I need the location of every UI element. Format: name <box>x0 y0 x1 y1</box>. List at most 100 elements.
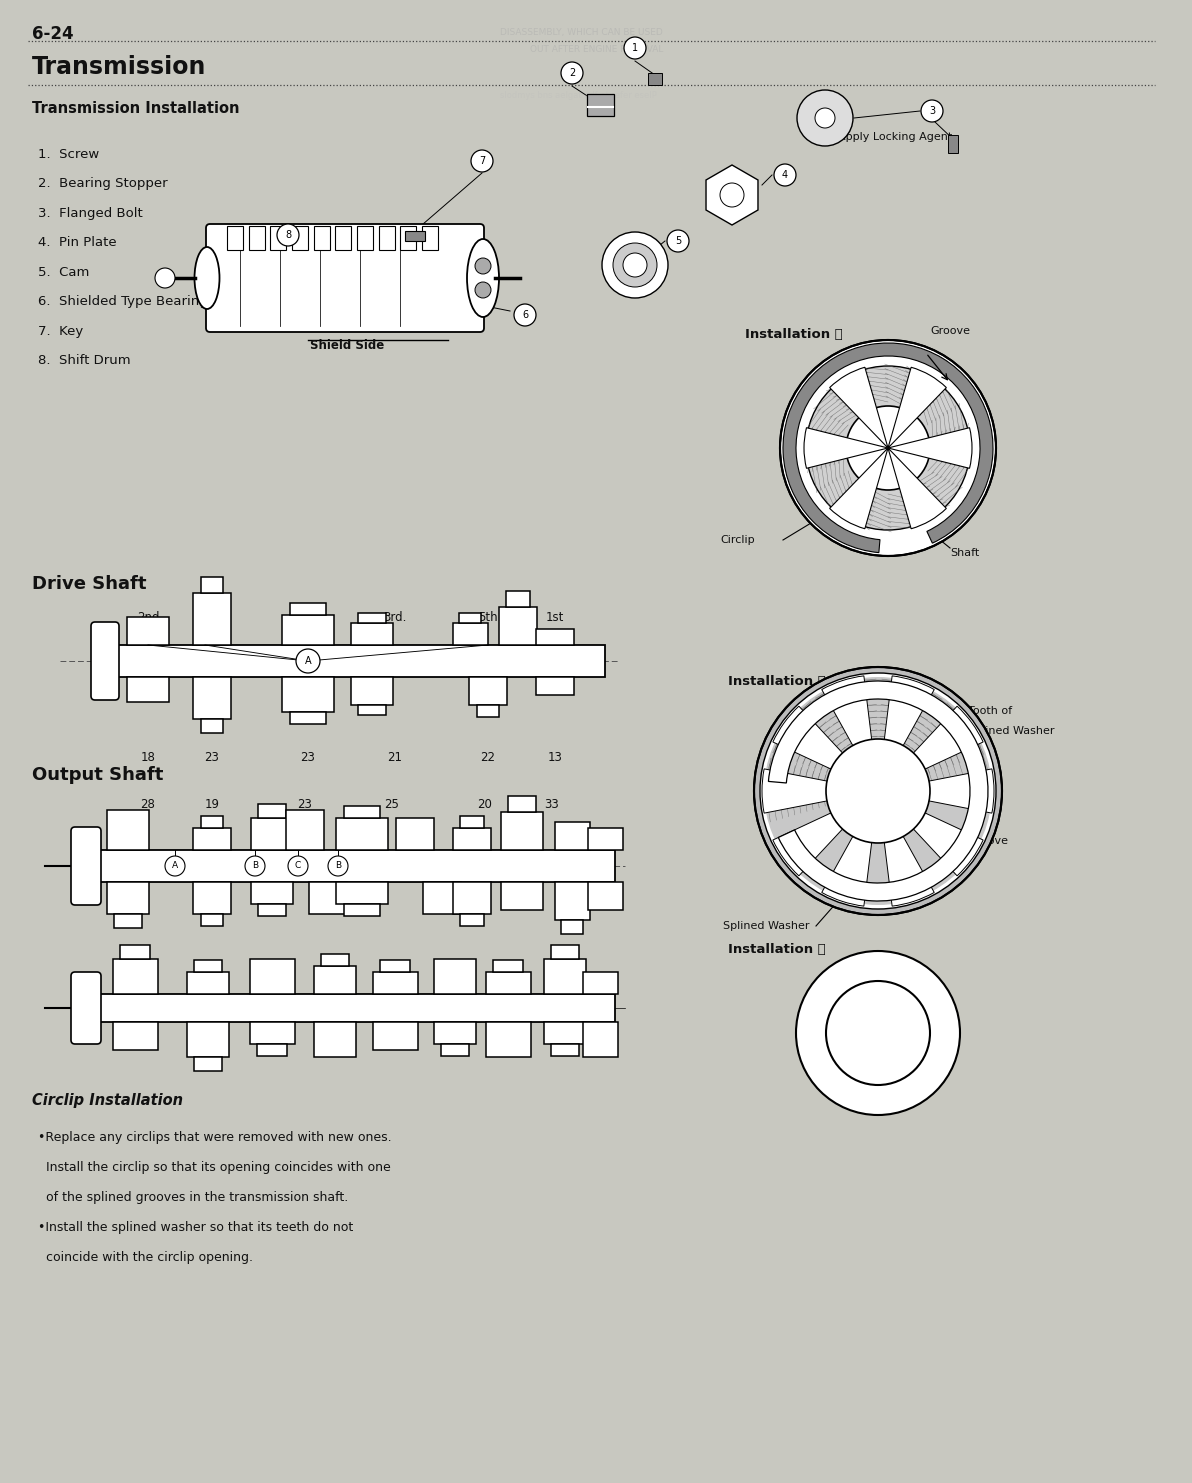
Circle shape <box>780 340 997 556</box>
Circle shape <box>474 258 491 274</box>
FancyBboxPatch shape <box>554 822 590 850</box>
FancyBboxPatch shape <box>586 93 614 116</box>
Text: 13: 13 <box>547 750 563 764</box>
Text: OUT AFTER ENGINE REMOVAL: OUT AFTER ENGINE REMOVAL <box>530 44 664 53</box>
FancyBboxPatch shape <box>434 1022 476 1044</box>
Text: B: B <box>252 862 257 871</box>
Text: 6.  Shielded Type Bearing: 6. Shielded Type Bearing <box>38 295 207 308</box>
Bar <box>80 850 615 882</box>
Text: of the splined grooves in the transmission shaft.: of the splined grooves in the transmissi… <box>38 1191 348 1204</box>
FancyBboxPatch shape <box>72 828 101 905</box>
Wedge shape <box>769 681 988 902</box>
Text: 2: 2 <box>569 68 575 79</box>
Text: 4th: 4th <box>298 611 318 624</box>
FancyBboxPatch shape <box>290 712 325 724</box>
FancyBboxPatch shape <box>290 604 325 615</box>
Text: C: C <box>294 862 302 871</box>
Text: Tooth of: Tooth of <box>968 706 1012 716</box>
FancyBboxPatch shape <box>286 810 324 850</box>
FancyBboxPatch shape <box>485 971 530 994</box>
FancyBboxPatch shape <box>460 914 484 925</box>
FancyBboxPatch shape <box>453 882 491 914</box>
FancyBboxPatch shape <box>344 905 380 916</box>
Bar <box>648 73 662 85</box>
FancyBboxPatch shape <box>107 882 149 914</box>
Text: 1st: 1st <box>546 611 564 624</box>
FancyBboxPatch shape <box>201 577 223 593</box>
FancyBboxPatch shape <box>257 804 286 819</box>
FancyBboxPatch shape <box>283 615 334 645</box>
Text: Installation Ⓐ: Installation Ⓐ <box>745 328 843 341</box>
Wedge shape <box>879 768 994 813</box>
Text: 5: 5 <box>675 236 681 246</box>
FancyBboxPatch shape <box>505 592 530 607</box>
Text: 8.  Shift Drum: 8. Shift Drum <box>38 354 131 368</box>
FancyBboxPatch shape <box>583 1022 617 1057</box>
Text: 3: 3 <box>929 105 935 116</box>
Bar <box>405 231 426 242</box>
Circle shape <box>602 231 668 298</box>
Wedge shape <box>879 790 983 876</box>
Text: Transmission Installation: Transmission Installation <box>32 101 240 116</box>
Text: •Install the splined washer so that its teeth do not: •Install the splined washer so that its … <box>38 1221 353 1234</box>
Circle shape <box>623 254 647 277</box>
Text: 7.  Key: 7. Key <box>38 325 83 338</box>
Text: 20: 20 <box>478 798 492 811</box>
FancyBboxPatch shape <box>499 607 538 645</box>
FancyBboxPatch shape <box>358 704 386 715</box>
Text: 5.  Cam: 5. Cam <box>38 265 89 279</box>
Text: slodmys bns aelgat adf ot refer eselP: slodmys bns aelgat adf ot refer eselP <box>499 90 657 99</box>
FancyBboxPatch shape <box>321 954 349 965</box>
FancyBboxPatch shape <box>423 882 461 914</box>
FancyBboxPatch shape <box>350 623 393 645</box>
Wedge shape <box>803 427 888 469</box>
FancyBboxPatch shape <box>187 1022 229 1057</box>
FancyBboxPatch shape <box>396 819 434 850</box>
FancyBboxPatch shape <box>344 805 380 819</box>
Text: 6th: 6th <box>203 611 222 624</box>
Text: Output Shaft: Output Shaft <box>32 767 163 785</box>
Text: Installation Ⓑ: Installation Ⓑ <box>728 675 826 688</box>
FancyBboxPatch shape <box>372 971 417 994</box>
Text: 25: 25 <box>385 798 399 811</box>
Text: 23: 23 <box>298 798 312 811</box>
Text: 21: 21 <box>387 750 403 764</box>
Circle shape <box>328 856 348 876</box>
Text: 18: 18 <box>141 750 155 764</box>
Circle shape <box>764 678 992 905</box>
Bar <box>422 225 437 251</box>
FancyBboxPatch shape <box>350 678 393 704</box>
Wedge shape <box>783 343 993 553</box>
FancyBboxPatch shape <box>544 1022 586 1044</box>
Text: 33: 33 <box>545 798 559 811</box>
FancyBboxPatch shape <box>336 819 389 850</box>
FancyBboxPatch shape <box>107 810 149 850</box>
Circle shape <box>796 951 960 1115</box>
FancyBboxPatch shape <box>193 678 231 719</box>
Circle shape <box>155 268 175 288</box>
Text: Circlip: Circlip <box>968 776 1002 786</box>
FancyBboxPatch shape <box>72 971 101 1044</box>
Text: Splined Washer: Splined Washer <box>968 727 1055 736</box>
FancyBboxPatch shape <box>249 1022 294 1044</box>
FancyBboxPatch shape <box>193 882 231 914</box>
Circle shape <box>774 165 796 185</box>
Wedge shape <box>879 790 935 906</box>
Ellipse shape <box>467 239 499 317</box>
Text: Shield Side: Shield Side <box>310 340 384 351</box>
FancyBboxPatch shape <box>468 678 507 704</box>
Text: 3.  Flanged Bolt: 3. Flanged Bolt <box>38 208 143 219</box>
Text: 3rd.: 3rd. <box>384 611 406 624</box>
FancyBboxPatch shape <box>193 593 231 645</box>
FancyBboxPatch shape <box>206 224 484 332</box>
Circle shape <box>561 62 583 85</box>
Bar <box>379 225 395 251</box>
Text: 6: 6 <box>522 310 528 320</box>
FancyBboxPatch shape <box>588 882 622 911</box>
Text: 4: 4 <box>782 171 788 179</box>
Text: 4.  Pin Plate: 4. Pin Plate <box>38 236 117 249</box>
Bar <box>401 225 416 251</box>
Circle shape <box>514 304 536 326</box>
Text: B: B <box>335 862 341 871</box>
Wedge shape <box>879 676 935 790</box>
